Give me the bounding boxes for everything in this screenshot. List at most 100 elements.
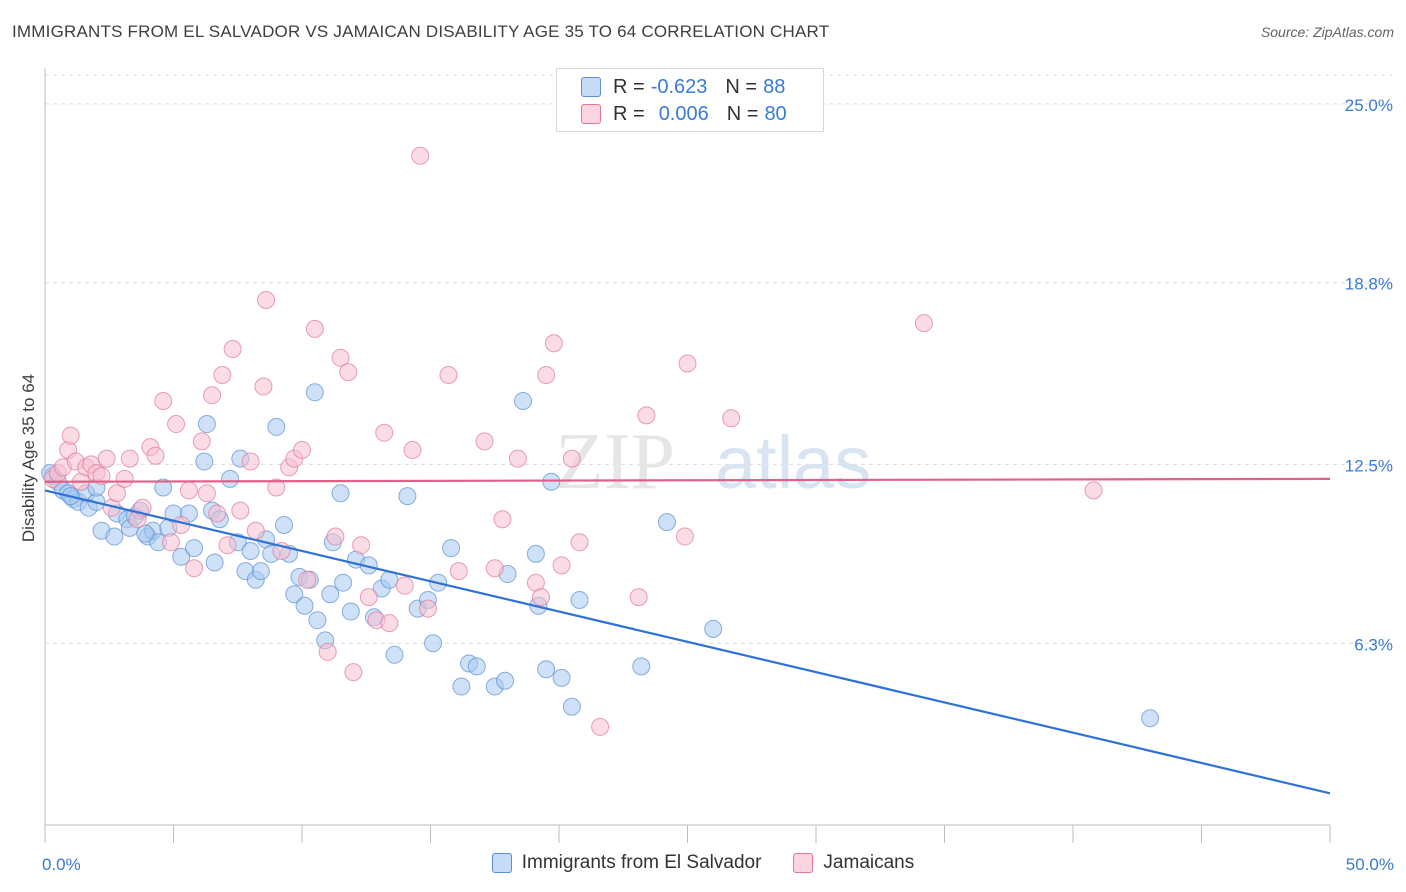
- point-jamaicans: [203, 386, 222, 405]
- point-jamaicans: [223, 340, 242, 359]
- point-jamaicans: [192, 432, 211, 451]
- trend-line-el-salvador: [44, 489, 1331, 795]
- point-jamaicans: [185, 559, 204, 578]
- point-jamaicans: [241, 452, 260, 471]
- point-jamaicans: [293, 441, 311, 459]
- point-jamaicans: [179, 481, 198, 500]
- point-el-salvador: [154, 478, 173, 497]
- watermark-atlas: atlas: [715, 421, 871, 504]
- point-jamaicans: [532, 588, 551, 607]
- point-el-salvador: [305, 383, 324, 402]
- point-jamaicans: [359, 588, 378, 607]
- point-el-salvador: [241, 541, 260, 560]
- point-jamaicans: [154, 391, 173, 410]
- point-el-salvador: [385, 645, 404, 664]
- point-jamaicans: [678, 354, 697, 373]
- point-jamaicans: [107, 484, 126, 503]
- series-label-el-salvador: Immigrants from El Salvador: [521, 852, 762, 873]
- chart-source: Source: ZipAtlas.com: [1260, 24, 1394, 40]
- point-el-salvador: [704, 619, 723, 638]
- point-jamaicans: [439, 366, 458, 384]
- point-jamaicans: [395, 576, 414, 595]
- point-jamaicans: [637, 406, 656, 425]
- point-el-salvador: [251, 562, 270, 581]
- x-tick-label: 50.0%: [1346, 855, 1394, 874]
- point-jamaicans: [161, 533, 180, 552]
- point-el-salvador: [514, 391, 533, 410]
- point-el-salvador: [331, 484, 350, 503]
- point-jamaicans: [254, 377, 273, 396]
- legend-n-label: N =: [725, 75, 758, 98]
- point-jamaicans: [475, 432, 494, 451]
- point-jamaicans: [537, 366, 556, 384]
- point-el-salvador: [1141, 709, 1160, 728]
- point-el-salvador: [526, 544, 545, 563]
- correlation-legend: R = -0.623 N = 88 R = 0.006 N = 80: [556, 68, 824, 132]
- point-el-salvador: [308, 611, 327, 630]
- point-el-salvador: [197, 415, 216, 434]
- series-swatch-pink: [793, 853, 814, 873]
- x-tick-label: 0.0%: [42, 855, 81, 874]
- legend-swatch-pink: [581, 104, 601, 124]
- point-jamaicans: [339, 363, 358, 382]
- legend-r-label: R =: [613, 75, 645, 98]
- series-swatch-blue: [491, 853, 512, 873]
- point-jamaicans: [120, 449, 139, 468]
- watermark: ZIP atlas: [555, 418, 871, 506]
- point-jamaicans: [552, 556, 571, 575]
- y-axis-label: Disability Age 35 to 64: [19, 374, 38, 542]
- series-legend-jamaicans: Jamaicans: [793, 852, 914, 874]
- point-el-salvador: [136, 524, 155, 543]
- point-jamaicans: [352, 536, 371, 555]
- point-jamaicans: [305, 319, 324, 338]
- point-jamaicans: [97, 449, 116, 468]
- y-tick-label: 12.5%: [1345, 456, 1393, 475]
- point-jamaicans: [61, 426, 80, 445]
- legend-row-el-salvador: R = -0.623 N = 88: [581, 74, 785, 100]
- point-el-salvador: [195, 452, 214, 471]
- point-el-salvador: [205, 553, 224, 572]
- point-el-salvador: [452, 677, 471, 696]
- point-el-salvador: [321, 585, 340, 604]
- point-jamaicans: [267, 478, 286, 497]
- legend-n-value: 80: [764, 102, 787, 125]
- point-jamaicans: [562, 449, 581, 468]
- point-jamaicans: [326, 527, 345, 546]
- point-el-salvador: [295, 596, 314, 615]
- point-el-salvador: [496, 671, 515, 690]
- point-el-salvador: [467, 657, 486, 676]
- series-legend: Immigrants from El Salvador Jamaicans: [0, 852, 1406, 874]
- legend-r-value: 0.006: [658, 102, 709, 125]
- point-jamaicans: [197, 484, 216, 503]
- point-jamaicans: [544, 334, 563, 353]
- legend-r-label: R =: [613, 102, 645, 125]
- y-tick-label: 25.0%: [1345, 96, 1393, 115]
- point-el-salvador: [424, 634, 443, 653]
- point-jamaicans: [914, 314, 933, 333]
- point-el-salvador: [267, 417, 286, 436]
- y-tick-label: 6.3%: [1354, 635, 1393, 654]
- point-jamaicans: [403, 441, 422, 459]
- point-jamaicans: [508, 449, 527, 468]
- axes-layer: 6.3% 12.5% 18.8% 25.0% 0.0% 50.0%: [42, 68, 1394, 874]
- point-jamaicans: [218, 536, 237, 555]
- point-jamaicans: [485, 559, 504, 578]
- point-el-salvador: [105, 527, 124, 546]
- legend-n-value: 88: [763, 75, 786, 98]
- point-jamaicans: [1084, 481, 1103, 500]
- points-layer: [41, 146, 1160, 736]
- point-jamaicans: [115, 469, 134, 488]
- point-jamaicans: [231, 501, 250, 520]
- point-el-salvador: [185, 539, 204, 558]
- point-el-salvador: [537, 660, 556, 679]
- chart-title: IMMIGRANTS FROM EL SALVADOR VS JAMAICAN …: [12, 22, 830, 41]
- point-jamaicans: [344, 663, 363, 682]
- point-jamaicans: [449, 562, 468, 581]
- point-jamaicans: [246, 521, 265, 540]
- point-jamaicans: [331, 348, 350, 367]
- point-jamaicans: [167, 415, 186, 434]
- point-el-salvador: [275, 516, 294, 534]
- trend-layer: [44, 477, 1331, 795]
- point-jamaicans: [591, 717, 610, 736]
